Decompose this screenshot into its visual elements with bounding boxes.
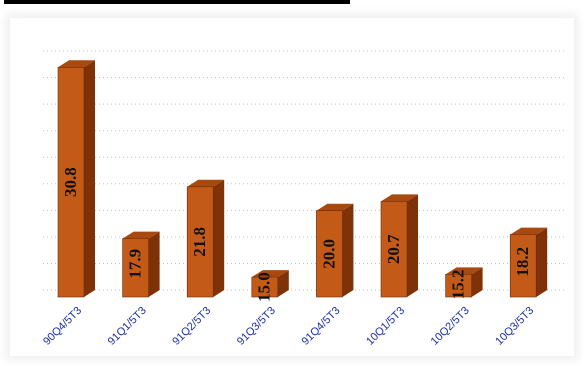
- bar-side: [84, 60, 95, 297]
- bar-value-label: 15.0: [255, 272, 274, 302]
- bar-side: [148, 231, 160, 297]
- bar-side: [536, 227, 548, 297]
- bar-side: [342, 203, 354, 297]
- bar-value-label: 20.0: [319, 239, 338, 269]
- bar-front: [251, 276, 279, 298]
- x-tick-label: 91Q2/5T3: [170, 305, 213, 348]
- bar-1: 30.8: [57, 60, 95, 298]
- bar-side: [471, 267, 483, 297]
- bar-value-label: 21.8: [190, 227, 209, 257]
- bar-value-label: 20.7: [384, 234, 403, 264]
- bar-top: [381, 194, 418, 202]
- x-tick-label: 91Q3/5T3: [235, 305, 278, 348]
- x-tick-label: 91Q1/5T3: [106, 305, 149, 348]
- bars: 30.8 17.9 21.8 15.0 20.0 20.7 15.2 18.2: [57, 60, 548, 302]
- bar-4: 15.0: [251, 270, 289, 302]
- bar-front: [509, 234, 537, 298]
- x-tick-label: 91Q4/5T3: [299, 305, 342, 348]
- x-tick-labels: 90Q4/5T3 91Q1/5T3 91Q2/5T3 91Q3/5T3 91Q4/5T3…: [41, 305, 536, 348]
- bar-front: [445, 274, 472, 298]
- bar-top: [510, 227, 548, 235]
- bar-top: [445, 267, 483, 275]
- chart-panel: 30.8 17.9 21.8 15.0 20.0 20.7 15.2 18.2 90Q4/5T…: [10, 18, 574, 356]
- bar-value-label: 15.2: [449, 270, 468, 300]
- bar-6: 20.7: [380, 194, 418, 298]
- bar-top: [122, 231, 160, 239]
- bar-side: [277, 270, 289, 297]
- title-underline-bar: [4, 0, 350, 4]
- bar-side: [407, 194, 418, 297]
- bar-side: [213, 179, 225, 297]
- x-tick-label: 90Q4/5T3: [41, 305, 84, 348]
- bar-front: [186, 186, 214, 298]
- bar-value-label: 18.2: [513, 247, 532, 277]
- bar-front: [122, 238, 149, 298]
- bar-value-label: 30.8: [61, 167, 80, 197]
- bar-front: [57, 66, 85, 298]
- bar-value-label: 17.9: [126, 249, 145, 279]
- bar-front: [316, 210, 343, 298]
- bar-top: [187, 179, 225, 187]
- bar-top: [251, 270, 289, 278]
- bar-5: 20.0: [316, 203, 354, 298]
- bar-top: [316, 203, 354, 211]
- x-tick-label: 10Q1/5T3: [364, 305, 407, 348]
- x-tick-label: 10Q2/5T3: [429, 305, 472, 348]
- bar-7: 15.2: [445, 267, 483, 300]
- bar-3: 21.8: [186, 179, 225, 298]
- bar-2: 17.9: [122, 231, 160, 298]
- bar-front: [380, 201, 408, 298]
- x-tick-label: 10Q3/5T3: [493, 305, 536, 348]
- bar-top: [58, 60, 95, 68]
- gridlines: [43, 50, 566, 291]
- bar-8: 18.2: [509, 227, 548, 298]
- bar-chart: 30.8 17.9 21.8 15.0 20.0 20.7 15.2 18.2 90Q4/5T…: [41, 50, 566, 348]
